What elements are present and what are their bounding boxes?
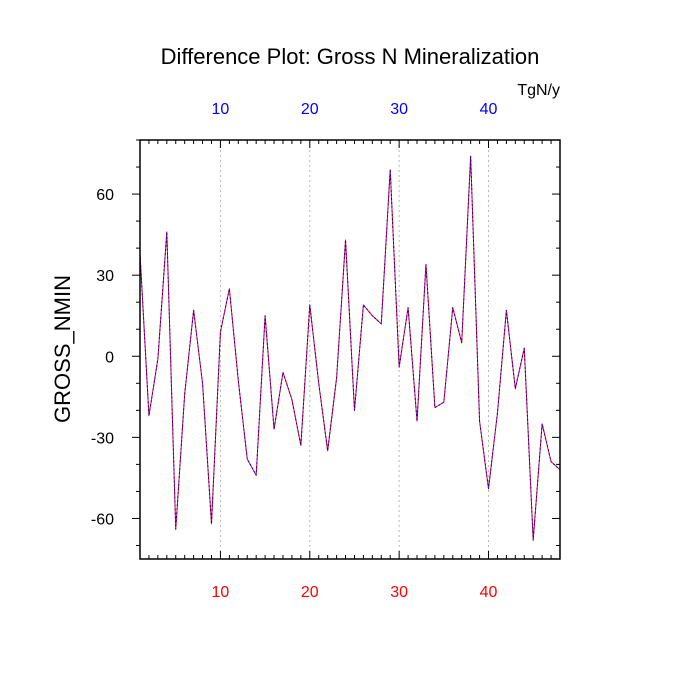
x-tick-label-top: 20 bbox=[301, 101, 319, 118]
x-tick-label-bottom: 10 bbox=[212, 584, 230, 601]
x-tick-label-top: 10 bbox=[212, 101, 230, 118]
series-line-series_a bbox=[139, 155, 561, 541]
tick-labels: 10 10 20 20 30 30 40 40 -60 -30 0 30 60 bbox=[91, 101, 498, 601]
y-axis-label: GROSS_NMIN bbox=[50, 275, 75, 423]
y-tick-label: 60 bbox=[96, 187, 114, 204]
plot-frame bbox=[139, 139, 561, 560]
x-tick-label-bottom: 20 bbox=[301, 584, 319, 601]
y-tick-label: 0 bbox=[105, 349, 114, 366]
y-tick-label: -60 bbox=[91, 511, 114, 528]
series-line-series_b bbox=[139, 155, 561, 541]
units-label: TgN/y bbox=[517, 82, 560, 99]
x-tick-label-top: 40 bbox=[480, 101, 498, 118]
x-tick-label-bottom: 30 bbox=[390, 584, 408, 601]
x-tick-label-top: 30 bbox=[390, 101, 408, 118]
series-layer bbox=[139, 155, 561, 541]
y-tick-label: 30 bbox=[96, 268, 114, 285]
chart-title: Difference Plot: Gross N Mineralization bbox=[161, 44, 540, 69]
axis-ticks bbox=[132, 139, 561, 559]
x-tick-label-bottom: 40 bbox=[480, 584, 498, 601]
vertical-gridlines bbox=[219, 140, 490, 559]
y-tick-label: -30 bbox=[91, 430, 114, 447]
